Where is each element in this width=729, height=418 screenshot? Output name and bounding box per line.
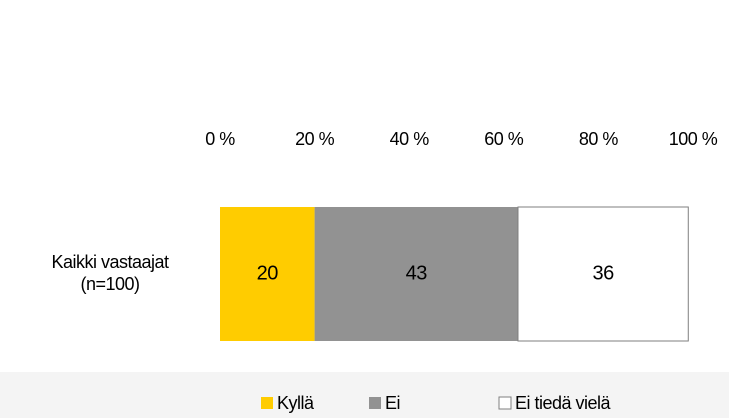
bar-segment	[220, 207, 315, 341]
x-tick-label: 100 %	[669, 129, 718, 149]
x-tick-label: 0 %	[205, 129, 235, 149]
bar-segment	[517, 206, 689, 342]
x-tick-label: 40 %	[390, 129, 430, 149]
bar-segment	[314, 207, 518, 341]
category-label: Kaikki vastaajat (n=100)	[51, 252, 169, 294]
data-label: 43	[406, 262, 428, 284]
legend-swatch	[369, 397, 381, 409]
legend-label: Kyllä	[277, 393, 315, 413]
data-label: 36	[593, 262, 615, 284]
legend-label: Ei tiedä vielä	[515, 393, 612, 413]
legend-background	[0, 372, 729, 418]
category-label-line: (n=100)	[80, 274, 139, 294]
legend-label: Ei	[385, 393, 400, 413]
legend-swatch	[261, 397, 273, 409]
data-label: 20	[257, 262, 279, 284]
x-tick-label: 80 %	[579, 129, 619, 149]
legend-swatch	[498, 396, 512, 410]
x-tick-label: 20 %	[295, 129, 335, 149]
x-tick-label: 60 %	[484, 129, 524, 149]
category-label-line: Kaikki vastaajat	[51, 252, 169, 272]
